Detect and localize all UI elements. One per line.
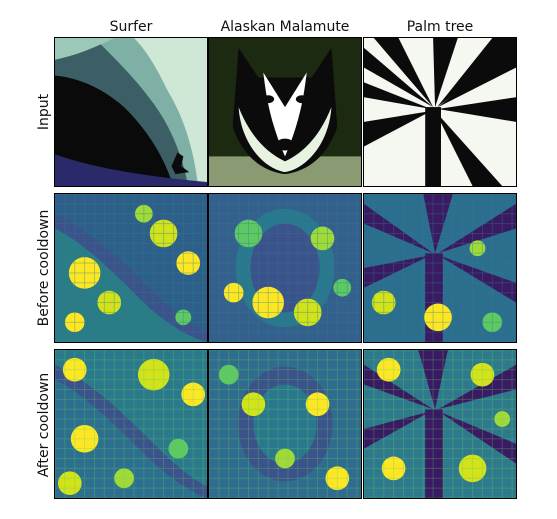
column-title-alaskan-malamute: Alaskan Malamute — [220, 19, 350, 35]
heatmap-before-cooldown-surfer — [54, 193, 208, 343]
column-title-surfer: Surfer — [109, 19, 153, 35]
heatmap-before-cooldown-alaskan-malamute — [208, 193, 362, 343]
input-image-alaskan-malamute — [208, 37, 362, 187]
row-title-input: Input — [36, 93, 52, 131]
heatmap-after-cooldown-alaskan-malamute — [208, 349, 362, 499]
column-title-palm-tree: Palm tree — [406, 19, 474, 35]
heatmap-after-cooldown-surfer — [54, 349, 208, 499]
heatmap-before-cooldown-palm-tree — [363, 193, 517, 343]
heatmap-after-cooldown-palm-tree — [363, 349, 517, 499]
row-title-before-cooldown: Before cooldown — [36, 209, 52, 327]
row-title-after-cooldown: After cooldown — [36, 372, 52, 478]
input-image-palm-tree — [363, 37, 517, 187]
input-image-surfer — [54, 37, 208, 187]
